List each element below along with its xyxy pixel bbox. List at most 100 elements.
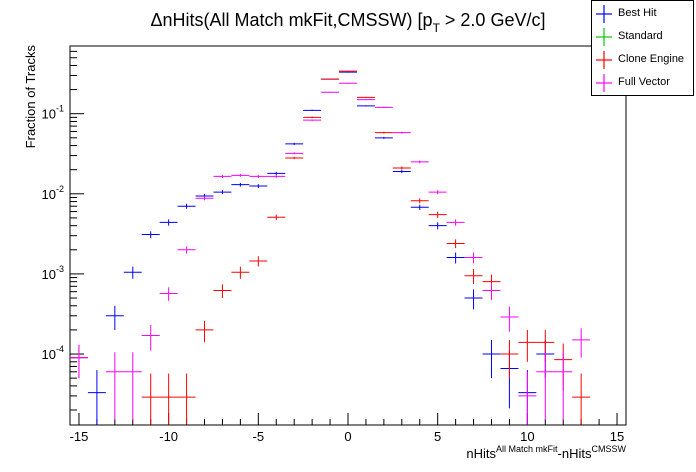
- legend-marker: [596, 74, 612, 92]
- data-point: [356, 99, 375, 101]
- data-point: [464, 252, 483, 264]
- data-point: [177, 373, 196, 425]
- data-point: [195, 320, 214, 343]
- data-point: [159, 287, 178, 301]
- legend-marker: [596, 28, 612, 46]
- data-point: [267, 174, 286, 178]
- x-tick-label: 0: [344, 429, 351, 444]
- legend-entry: Full Vector: [592, 72, 695, 95]
- data-point: [392, 131, 411, 134]
- data-point: [141, 231, 160, 239]
- data-point: [339, 70, 357, 72]
- data-point: [482, 339, 501, 379]
- chart-title: ΔnHits(All Match mkFit,CMSSW) [pT > 2.0 …: [151, 10, 546, 35]
- legend-label: Full Vector: [618, 76, 670, 88]
- legend-marker: [596, 5, 612, 23]
- y-axis-label: Fraction of Tracks: [23, 45, 38, 149]
- data-point: [321, 91, 340, 93]
- data-point: [159, 219, 178, 226]
- legend-label: Best Hit: [618, 7, 657, 19]
- xlabel-main: nHits: [466, 446, 496, 461]
- data-point: [446, 239, 465, 249]
- y-tick-label: 10-1: [42, 104, 64, 122]
- title-main: ΔnHits(All Match mkFit,CMSSW) [p: [151, 10, 433, 30]
- data-point: [87, 370, 106, 425]
- data-point: [428, 222, 447, 230]
- data-point: [392, 166, 411, 170]
- data-point: [554, 352, 573, 421]
- series-clone-engine: [70, 70, 591, 425]
- data-point: [231, 173, 250, 177]
- data-point: [374, 136, 393, 139]
- legend-label: Clone Engine: [618, 53, 685, 65]
- data-point: [123, 352, 142, 421]
- xlabel-sup-1: All Match mkFit: [496, 444, 558, 454]
- data-point: [410, 198, 429, 204]
- data-point: [446, 252, 465, 264]
- data-point: [536, 352, 555, 421]
- data-point: [428, 190, 447, 195]
- data-point: [374, 131, 393, 134]
- data-point: [410, 160, 429, 164]
- data-point: [500, 339, 519, 379]
- y-tick-label: 10-3: [42, 264, 64, 282]
- data-point: [231, 182, 250, 187]
- x-tick-label: -15: [70, 429, 89, 444]
- title-subscript: T: [433, 21, 441, 35]
- data-point: [482, 283, 501, 301]
- data-point: [213, 174, 232, 178]
- legend-marker: [596, 51, 612, 69]
- legend-entry: Standard: [592, 26, 695, 49]
- x-tick-label: -10: [159, 429, 178, 444]
- data-point: [285, 142, 304, 145]
- title-rest: > 2.0 GeV/c]: [440, 10, 546, 30]
- data-point: [374, 106, 393, 108]
- data-layer: [70, 70, 591, 425]
- data-point: [141, 373, 160, 425]
- data-point: [464, 289, 483, 310]
- data-point: [339, 71, 357, 73]
- data-point: [285, 152, 304, 155]
- data-point: [518, 329, 537, 362]
- data-point: [356, 96, 375, 98]
- series-best-hit: [70, 71, 555, 425]
- x-tick-label: 15: [610, 429, 624, 444]
- legend-label: Standard: [618, 30, 663, 42]
- data-point: [249, 256, 268, 267]
- data-point: [70, 344, 88, 379]
- data-point: [177, 203, 196, 209]
- x-tick-label: 10: [520, 429, 534, 444]
- data-point: [213, 284, 232, 299]
- data-point: [177, 246, 196, 254]
- data-point: [392, 169, 411, 174]
- data-point: [572, 328, 591, 358]
- x-tick-label: 5: [434, 429, 441, 444]
- data-point: [267, 214, 286, 221]
- data-point: [123, 266, 142, 279]
- plot-frame: [69, 45, 627, 426]
- data-point: [231, 266, 250, 279]
- legend: Best Hit Standard Clone Engine Full Vector: [591, 0, 694, 96]
- data-point: [572, 373, 591, 425]
- data-point: [285, 156, 304, 160]
- series-full-vector: [70, 82, 591, 425]
- x-tick-label: -5: [253, 429, 265, 444]
- legend-entry: Clone Engine: [592, 49, 695, 72]
- data-point: [105, 305, 124, 330]
- data-point: [446, 219, 465, 226]
- data-point: [105, 352, 124, 421]
- data-point: [464, 269, 483, 284]
- data-point: [267, 171, 286, 175]
- axis-ticks: [70, 50, 618, 425]
- data-point: [339, 82, 357, 84]
- data-point: [303, 116, 322, 119]
- data-point: [141, 325, 160, 351]
- data-point: [249, 184, 268, 189]
- data-point: [303, 109, 322, 112]
- xlabel-sup-2: CMSSW: [592, 444, 627, 454]
- legend-entry: Best Hit: [592, 3, 695, 26]
- data-point: [213, 190, 232, 195]
- data-point: [356, 105, 375, 107]
- data-point: [321, 78, 340, 80]
